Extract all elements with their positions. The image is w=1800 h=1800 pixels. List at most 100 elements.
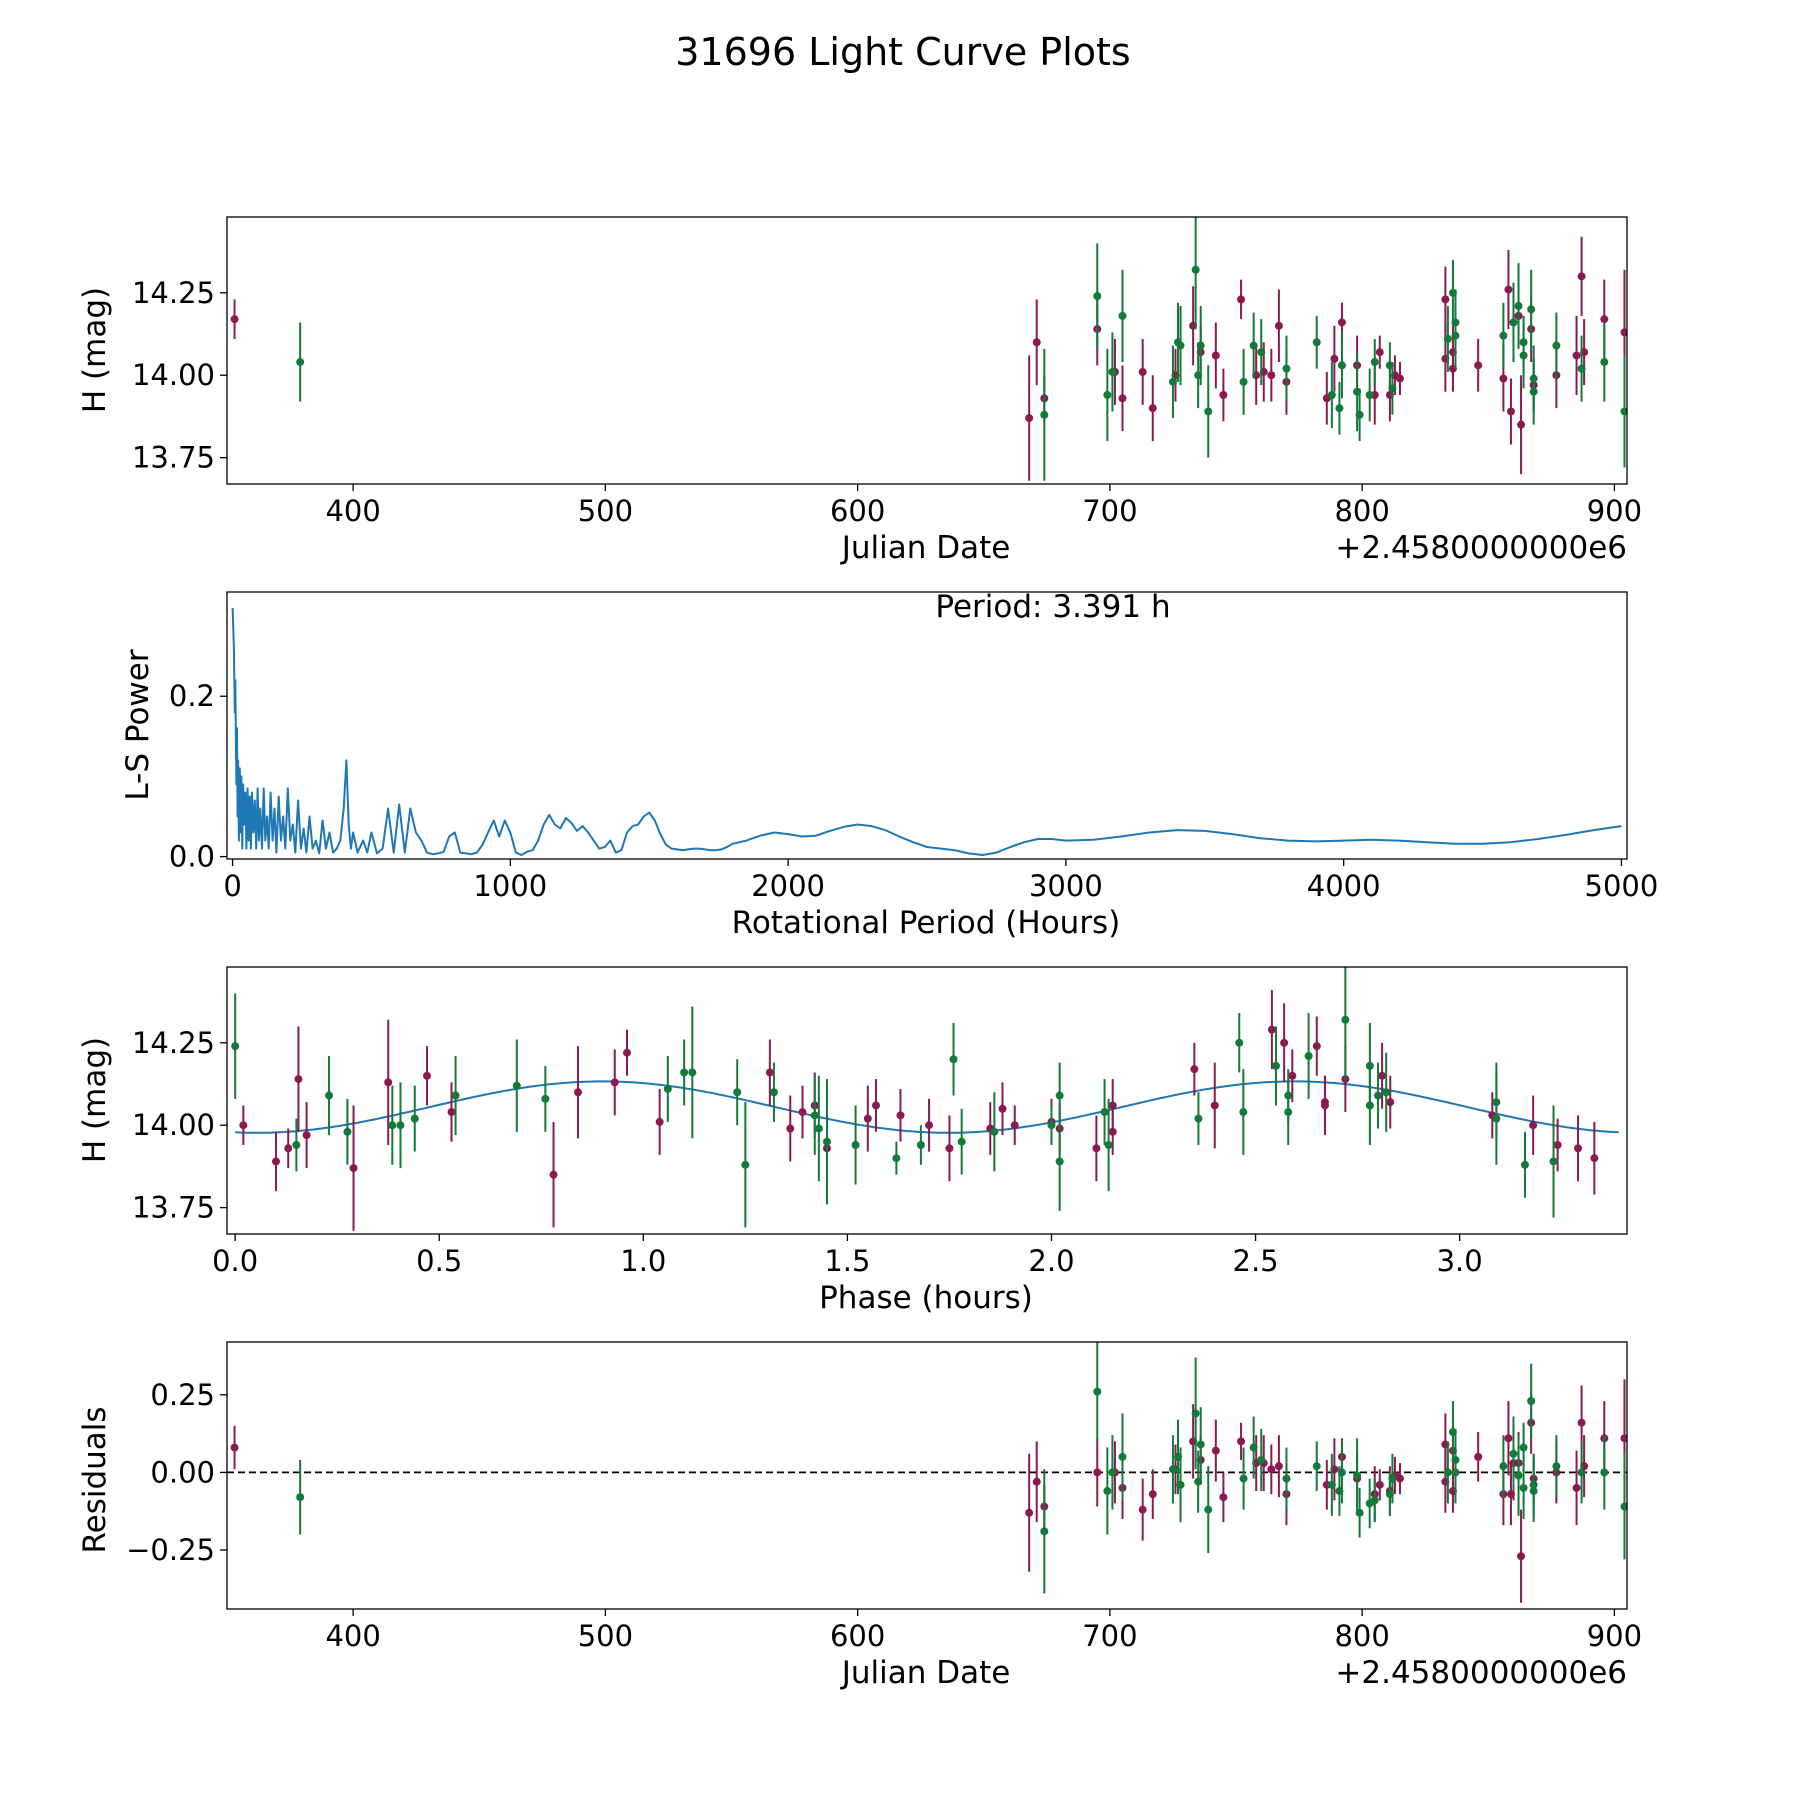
- data-point: [1237, 1437, 1246, 1446]
- data-point: [1108, 367, 1117, 376]
- data-point: [916, 1141, 925, 1149]
- data-point: [688, 1068, 697, 1077]
- x-tick-label: 2.5: [1233, 1244, 1279, 1278]
- data-point: [1509, 318, 1518, 327]
- data-point: [1055, 1091, 1064, 1100]
- data-point: [1239, 377, 1248, 386]
- data-point: [1572, 1483, 1581, 1492]
- data-point: [863, 1114, 872, 1123]
- data-point: [1040, 1527, 1049, 1536]
- data-point: [230, 1443, 239, 1452]
- data-point: [1176, 1480, 1185, 1489]
- data-point: [1451, 1468, 1460, 1477]
- data-point: [541, 1094, 550, 1103]
- green-series: [296, 1342, 1627, 1594]
- data-point: [1257, 348, 1266, 357]
- figure-title: 31696 Light Curve Plots: [675, 30, 1130, 74]
- data-point: [1047, 1121, 1056, 1130]
- periodogram-y-ticks: 0.0 0.2: [169, 679, 227, 874]
- data-point: [1600, 315, 1609, 324]
- y-tick-label: 14.25: [132, 1026, 215, 1060]
- data-point: [1219, 391, 1228, 399]
- x-tick-label: 0: [223, 869, 241, 903]
- data-point: [1093, 1468, 1102, 1477]
- data-point: [1370, 358, 1379, 367]
- data-point: [1529, 1480, 1538, 1489]
- data-point: [384, 1078, 393, 1087]
- data-point: [1280, 1038, 1289, 1047]
- residuals-frame: [226, 1341, 1628, 1610]
- data-point: [1517, 420, 1526, 429]
- data-point: [1312, 1042, 1321, 1051]
- data-point: [1443, 1468, 1452, 1477]
- x-tick-label: 700: [1082, 494, 1137, 528]
- data-point: [343, 1127, 352, 1136]
- data-point: [949, 1055, 958, 1064]
- data-point: [1577, 1418, 1586, 1427]
- data-point: [1552, 1462, 1561, 1471]
- data-point: [1577, 1468, 1586, 1477]
- data-point: [1219, 1493, 1228, 1502]
- data-point: [623, 1048, 631, 1057]
- x-tick-label: 500: [578, 494, 633, 528]
- y-tick-label: 13.75: [132, 441, 215, 475]
- data-point: [1118, 394, 1127, 403]
- data-point: [1375, 1480, 1384, 1489]
- panel-lightcurve: 400 500 600 700 800 900 13.75 14.00 14.25 Julia…: [77, 216, 1642, 566]
- periodogram-plot-area: [231, 607, 1622, 856]
- data-point: [1620, 328, 1627, 337]
- power-line: [231, 607, 1622, 856]
- x-tick-label: 0.0: [212, 1244, 258, 1278]
- data-point: [1474, 1452, 1483, 1461]
- data-point: [1168, 1465, 1177, 1474]
- data-point: [1330, 354, 1339, 363]
- data-point: [1519, 1483, 1528, 1492]
- data-point: [741, 1160, 750, 1169]
- data-point: [1282, 1474, 1291, 1483]
- data-point: [1337, 318, 1346, 327]
- data-point: [1509, 1449, 1518, 1458]
- data-point: [1118, 1452, 1127, 1461]
- phased-x-ticks: 0.0 0.5 1.0 1.5 2.0 2.5 3.0: [212, 1234, 1483, 1278]
- lightcurve-ylabel: H (mag): [77, 287, 113, 413]
- data-point: [1499, 331, 1508, 340]
- data-point: [814, 1124, 823, 1133]
- data-point: [851, 1141, 860, 1149]
- data-point: [1196, 1440, 1205, 1449]
- periodogram-frame: [226, 591, 1628, 860]
- data-point: [1010, 1121, 1019, 1130]
- data-point: [823, 1137, 831, 1146]
- data-point: [349, 1164, 358, 1173]
- data-point: [998, 1104, 1007, 1113]
- data-point: [1118, 311, 1127, 320]
- data-point: [1620, 407, 1627, 416]
- data-point: [296, 358, 305, 367]
- panel-phased: 0.0 0.5 1.0 1.5 2.0 2.5 3.0 13.75 14.00 14.25 Ph…: [77, 966, 1628, 1316]
- residuals-y-ticks: −0.25 0.00 0.25: [126, 1378, 227, 1567]
- data-point: [733, 1088, 742, 1097]
- lightcurve-y-ticks: 13.75 14.00 14.25: [132, 276, 227, 475]
- data-point: [871, 1101, 880, 1110]
- data-point: [1382, 1088, 1391, 1097]
- data-point: [1378, 1071, 1387, 1080]
- data-point: [1093, 1387, 1102, 1396]
- data-point: [1093, 292, 1102, 301]
- green-series: [296, 217, 1627, 481]
- green-series: [231, 967, 1558, 1228]
- x-tick-label: 600: [830, 494, 885, 528]
- phased-frame: [226, 966, 1628, 1235]
- data-point: [1337, 1468, 1346, 1477]
- data-point: [1312, 1462, 1321, 1471]
- data-point: [680, 1068, 689, 1077]
- y-tick-label: −0.25: [126, 1533, 215, 1567]
- periodogram-ylabel: L-S Power: [120, 649, 156, 800]
- lightcurve-x-ticks: 400 500 600 700 800 900: [325, 484, 1642, 528]
- data-point: [1092, 1144, 1101, 1153]
- data-point: [1288, 1071, 1297, 1080]
- data-point: [1249, 1443, 1258, 1452]
- data-point: [1210, 1101, 1219, 1110]
- data-point: [1504, 1434, 1513, 1443]
- data-point: [1374, 1091, 1383, 1100]
- x-tick-label: 0.5: [416, 1244, 462, 1278]
- data-point: [1527, 1396, 1536, 1405]
